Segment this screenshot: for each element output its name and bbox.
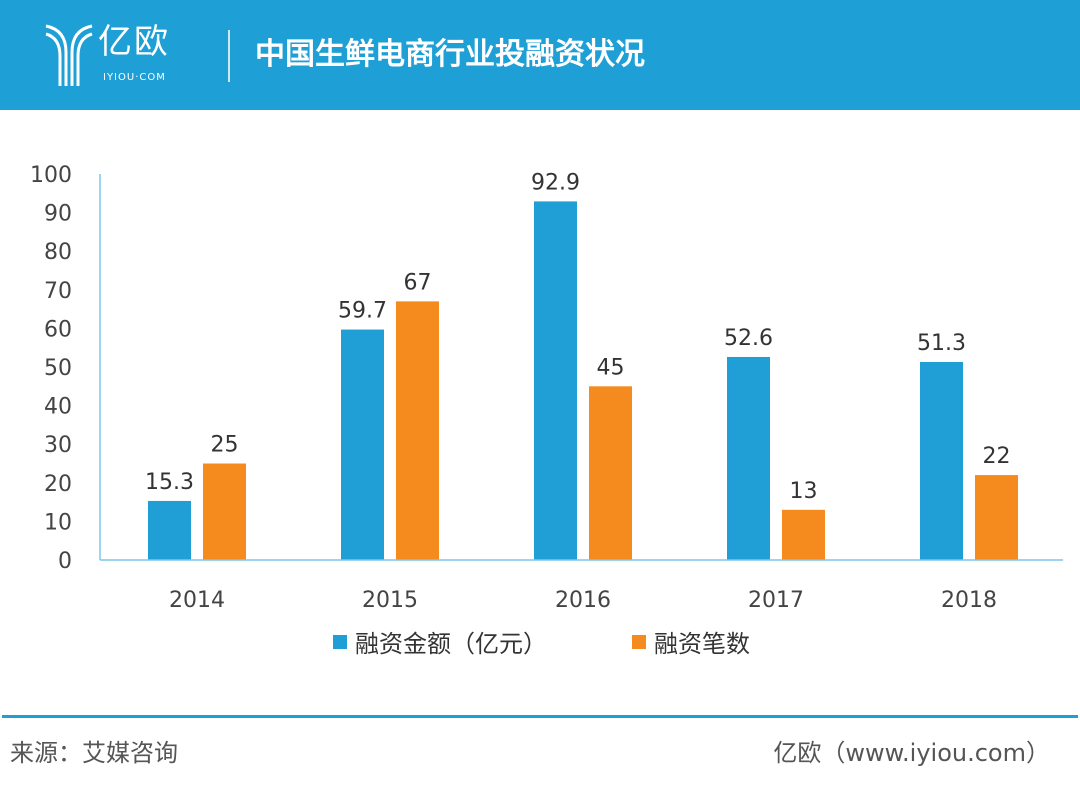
y-tick-label: 100 xyxy=(30,163,72,188)
header-banner: 亿欧 IYIOU·COM 中国生鲜电商行业投融资状况 xyxy=(0,0,1080,110)
logo-text: 亿欧 xyxy=(98,22,170,62)
bar xyxy=(975,475,1018,560)
y-tick-label: 40 xyxy=(44,395,72,420)
bar-chart: 0 10 20 30 40 50 60 70 80 90 100 15.3 25 59.7 67 92.9 4… xyxy=(30,163,1063,658)
legend-label: 融资金额（亿元） xyxy=(355,630,547,658)
x-axis: 2014 2015 2016 2017 2018 xyxy=(100,559,1063,613)
header-divider xyxy=(228,30,230,82)
bar xyxy=(148,500,191,560)
bar xyxy=(396,301,439,560)
x-tick-label: 2018 xyxy=(941,588,997,613)
bar xyxy=(727,356,770,560)
data-label: 13 xyxy=(790,479,818,504)
logo-icon xyxy=(45,24,93,86)
y-tick-label: 90 xyxy=(44,202,72,227)
data-label: 52.6 xyxy=(724,326,773,351)
data-label: 51.3 xyxy=(917,331,966,356)
x-tick-label: 2017 xyxy=(748,588,804,613)
logo-subtext: IYIOU·COM xyxy=(103,72,166,83)
x-tick-label: 2014 xyxy=(169,588,225,613)
bars: 15.3 25 59.7 67 92.9 45 52.6 13 51.3 22 xyxy=(145,170,1018,560)
bar xyxy=(920,361,963,560)
y-tick-label: 20 xyxy=(44,472,72,497)
data-label: 15.3 xyxy=(145,470,194,495)
x-tick-label: 2015 xyxy=(362,588,418,613)
y-tick-label: 80 xyxy=(44,240,72,265)
bar xyxy=(203,463,246,560)
data-label: 22 xyxy=(983,444,1011,469)
bar xyxy=(341,329,384,560)
y-axis: 0 10 20 30 40 50 60 70 80 90 100 xyxy=(30,163,101,574)
bar xyxy=(782,509,825,560)
y-tick-label: 30 xyxy=(44,433,72,458)
legend-swatch xyxy=(632,635,646,649)
footer-divider xyxy=(2,715,1078,718)
y-tick-label: 70 xyxy=(44,279,72,304)
y-tick-label: 10 xyxy=(44,510,72,535)
bar xyxy=(589,386,632,560)
bar xyxy=(534,201,577,560)
legend-label: 融资笔数 xyxy=(654,630,750,658)
data-label: 67 xyxy=(404,270,432,295)
data-label: 25 xyxy=(211,433,239,458)
y-tick-label: 60 xyxy=(44,317,72,342)
y-tick-label: 50 xyxy=(44,356,72,381)
data-label: 92.9 xyxy=(531,170,580,195)
page-title: 中国生鲜电商行业投融资状况 xyxy=(255,37,645,72)
credit-text: 亿欧（www.iyiou.com） xyxy=(773,739,1050,767)
source-text: 来源：艾媒咨询 xyxy=(10,739,178,767)
y-tick-label: 0 xyxy=(58,549,72,574)
data-label: 59.7 xyxy=(338,299,387,324)
legend-swatch xyxy=(333,635,347,649)
legend: 融资金额（亿元） 融资笔数 xyxy=(333,630,750,658)
data-label: 45 xyxy=(597,355,625,380)
x-tick-label: 2016 xyxy=(555,588,611,613)
